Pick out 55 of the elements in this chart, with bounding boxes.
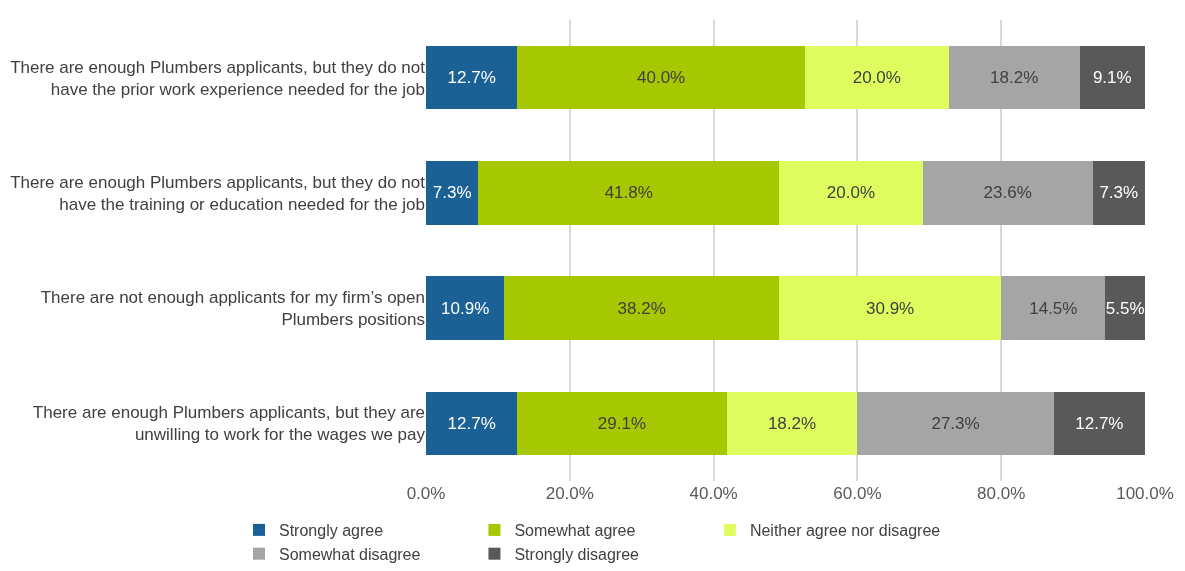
x-tick-label: 80.0% [977,484,1026,503]
bar [426,276,505,340]
bar [948,45,1080,110]
y-tick-label: There are not enough applicants for my firm’s open Plumbers positions [40,288,425,330]
data-label: 38.2% [617,298,666,318]
bar [1105,276,1145,340]
bar [779,161,923,225]
legend-label: Somewhat disagree [279,545,421,563]
x-tick-label: 60.0% [833,484,882,503]
data-label: 12.7% [447,68,496,88]
x-tick-label: 100.0% [1116,484,1174,503]
bar [922,161,1093,225]
bar [426,391,518,456]
bar [804,45,949,110]
data-label: 20.0% [826,183,876,203]
bar [1053,391,1145,456]
data-label: 7.3% [1099,183,1139,203]
data-label: 27.3% [931,413,980,433]
y-tick-label: There are enough Plumbers applicants, but they do not have the prior work experience needed for the job [10,57,426,99]
data-label: 41.8% [604,183,653,203]
data-label: 9.1% [1092,68,1132,88]
data-label: 29.1% [597,413,647,433]
data-label: 40.0% [637,68,686,88]
bar [426,45,518,110]
bar [1079,45,1145,110]
data-label: 18.2% [767,413,817,433]
data-label: 12.7% [447,413,496,433]
data-label: 5.5% [1105,298,1145,318]
y-tick-label: There are enough Plumbers applicants, but they are unwilling to work for the wages we pay [32,403,426,445]
bar [517,391,727,456]
bar [857,391,1054,456]
legend-label: Somewhat agree [514,522,636,540]
data-label: 12.7% [1075,413,1124,433]
bar [779,276,1002,340]
bar [504,276,780,340]
bar [1092,161,1145,225]
x-tick-label: 20.0% [545,484,594,503]
x-tick-label: 0.0% [406,484,446,503]
bar [426,161,479,225]
y-tick-label: There are enough Plumbers applicants, but they do not have the training or education needed for the job [10,172,426,214]
data-label: 18.2% [990,68,1039,88]
bar [1001,276,1106,340]
bar [517,45,805,110]
data-label: 30.9% [866,298,915,318]
bar [726,391,858,456]
bar [478,161,780,225]
data-label: 7.3% [432,183,472,203]
legend-label: Strongly disagree [514,545,640,563]
legend-label: Neither agree nor disagree [749,522,941,540]
data-label: 20.0% [852,68,901,88]
data-label: 10.9% [441,298,490,318]
data-label: 14.5% [1029,298,1078,318]
data-label: 23.6% [983,183,1032,203]
legend-label: Strongly agree [279,522,384,540]
x-tick-label: 40.0% [689,484,738,503]
